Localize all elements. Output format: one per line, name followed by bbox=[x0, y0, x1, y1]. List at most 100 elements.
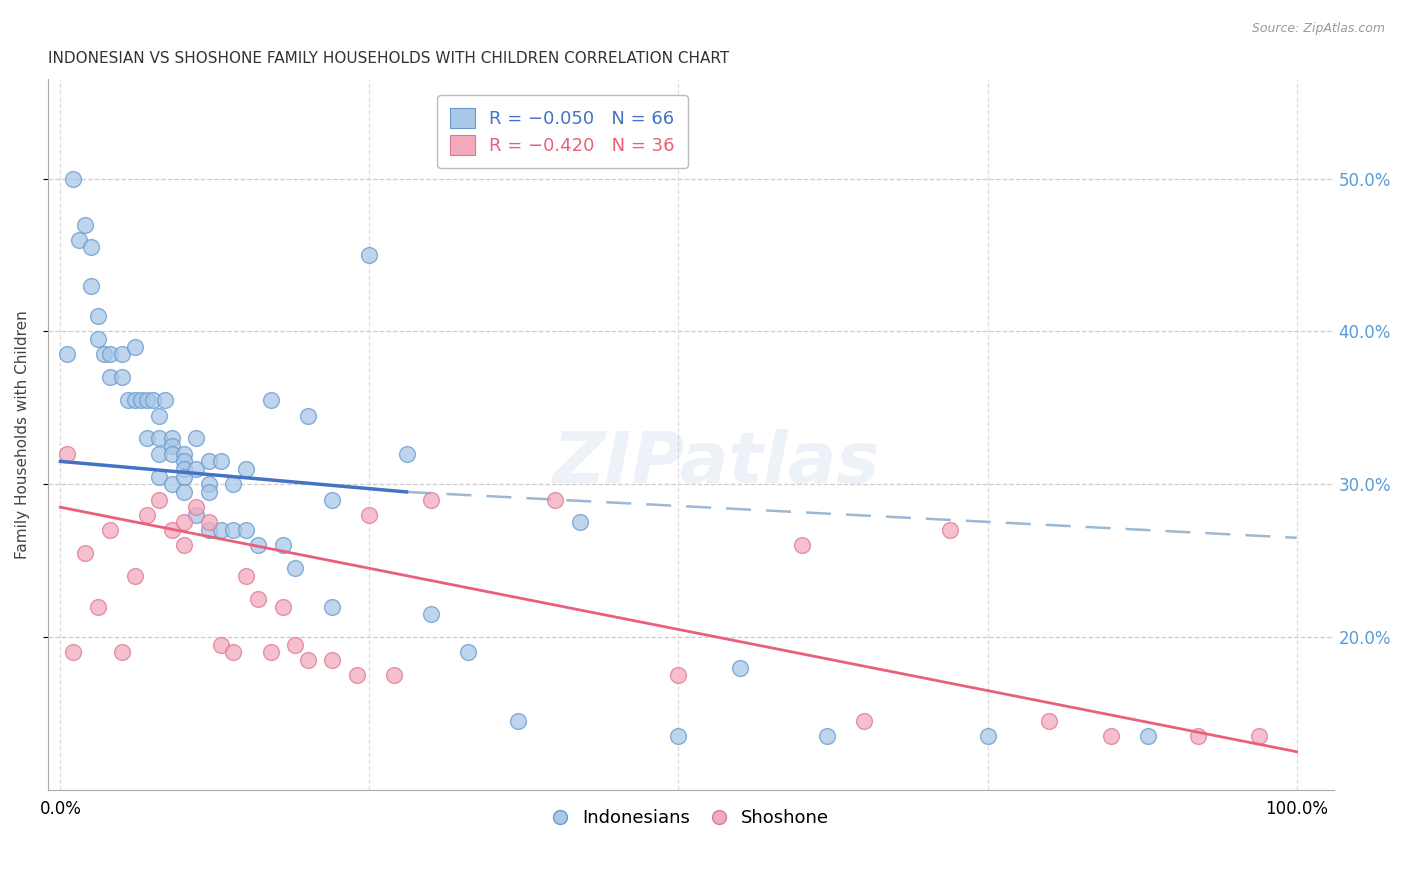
Point bbox=[544, 492, 567, 507]
Point bbox=[67, 233, 90, 247]
Point bbox=[186, 432, 208, 446]
Point bbox=[86, 332, 108, 346]
Point bbox=[568, 516, 591, 530]
Point bbox=[382, 668, 405, 682]
Point bbox=[939, 523, 962, 537]
Point bbox=[222, 523, 245, 537]
Point bbox=[98, 523, 121, 537]
Point bbox=[160, 439, 183, 453]
Point bbox=[80, 278, 103, 293]
Y-axis label: Family Households with Children: Family Households with Children bbox=[15, 310, 30, 559]
Point bbox=[346, 668, 368, 682]
Point bbox=[321, 653, 343, 667]
Point bbox=[148, 409, 170, 423]
Point bbox=[209, 454, 232, 468]
Point bbox=[148, 432, 170, 446]
Point bbox=[297, 653, 319, 667]
Point bbox=[321, 492, 343, 507]
Point bbox=[457, 645, 479, 659]
Point bbox=[173, 454, 195, 468]
Text: INDONESIAN VS SHOSHONE FAMILY HOUSEHOLDS WITH CHILDREN CORRELATION CHART: INDONESIAN VS SHOSHONE FAMILY HOUSEHOLDS… bbox=[48, 51, 730, 66]
Point bbox=[129, 393, 152, 408]
Point bbox=[1249, 730, 1271, 744]
Point bbox=[284, 638, 307, 652]
Point bbox=[197, 477, 219, 491]
Point bbox=[815, 730, 838, 744]
Point bbox=[86, 309, 108, 323]
Point bbox=[98, 370, 121, 384]
Point bbox=[173, 447, 195, 461]
Point bbox=[86, 599, 108, 614]
Point bbox=[197, 484, 219, 499]
Point bbox=[155, 393, 177, 408]
Point bbox=[173, 469, 195, 483]
Point bbox=[259, 393, 281, 408]
Point bbox=[359, 508, 381, 522]
Point bbox=[235, 462, 257, 476]
Point bbox=[80, 240, 103, 254]
Point bbox=[1137, 730, 1160, 744]
Point bbox=[209, 638, 232, 652]
Point bbox=[93, 347, 115, 361]
Point bbox=[148, 469, 170, 483]
Point bbox=[209, 523, 232, 537]
Point bbox=[420, 492, 443, 507]
Point bbox=[321, 599, 343, 614]
Point bbox=[271, 538, 294, 552]
Point bbox=[506, 714, 529, 728]
Point bbox=[420, 607, 443, 622]
Point bbox=[136, 432, 159, 446]
Point bbox=[75, 546, 97, 560]
Point bbox=[186, 500, 208, 515]
Point bbox=[395, 447, 418, 461]
Point bbox=[62, 171, 84, 186]
Point bbox=[160, 447, 183, 461]
Point bbox=[976, 730, 998, 744]
Text: ZIPatlas: ZIPatlas bbox=[553, 428, 880, 498]
Point bbox=[111, 645, 134, 659]
Point bbox=[1187, 730, 1209, 744]
Point bbox=[186, 508, 208, 522]
Point bbox=[124, 569, 146, 583]
Point bbox=[297, 409, 319, 423]
Point bbox=[235, 569, 257, 583]
Point bbox=[271, 599, 294, 614]
Point bbox=[790, 538, 813, 552]
Point bbox=[173, 516, 195, 530]
Point bbox=[284, 561, 307, 575]
Point bbox=[142, 393, 165, 408]
Point bbox=[148, 447, 170, 461]
Point bbox=[160, 523, 183, 537]
Point bbox=[668, 668, 690, 682]
Point bbox=[160, 432, 183, 446]
Point bbox=[111, 370, 134, 384]
Point bbox=[247, 591, 270, 606]
Point bbox=[117, 393, 139, 408]
Point bbox=[173, 462, 195, 476]
Legend: Indonesians, Shoshone: Indonesians, Shoshone bbox=[546, 802, 835, 834]
Point bbox=[55, 347, 77, 361]
Point bbox=[186, 462, 208, 476]
Point bbox=[197, 516, 219, 530]
Point bbox=[1038, 714, 1060, 728]
Point bbox=[852, 714, 875, 728]
Point bbox=[235, 523, 257, 537]
Point bbox=[124, 393, 146, 408]
Point bbox=[160, 477, 183, 491]
Point bbox=[111, 347, 134, 361]
Point bbox=[148, 492, 170, 507]
Point bbox=[124, 340, 146, 354]
Point bbox=[197, 454, 219, 468]
Point bbox=[222, 477, 245, 491]
Point bbox=[730, 661, 752, 675]
Point bbox=[1099, 730, 1122, 744]
Point bbox=[136, 508, 159, 522]
Point bbox=[222, 645, 245, 659]
Text: Source: ZipAtlas.com: Source: ZipAtlas.com bbox=[1251, 22, 1385, 36]
Point bbox=[75, 218, 97, 232]
Point bbox=[173, 484, 195, 499]
Point bbox=[55, 447, 77, 461]
Point bbox=[136, 393, 159, 408]
Point bbox=[247, 538, 270, 552]
Point bbox=[259, 645, 281, 659]
